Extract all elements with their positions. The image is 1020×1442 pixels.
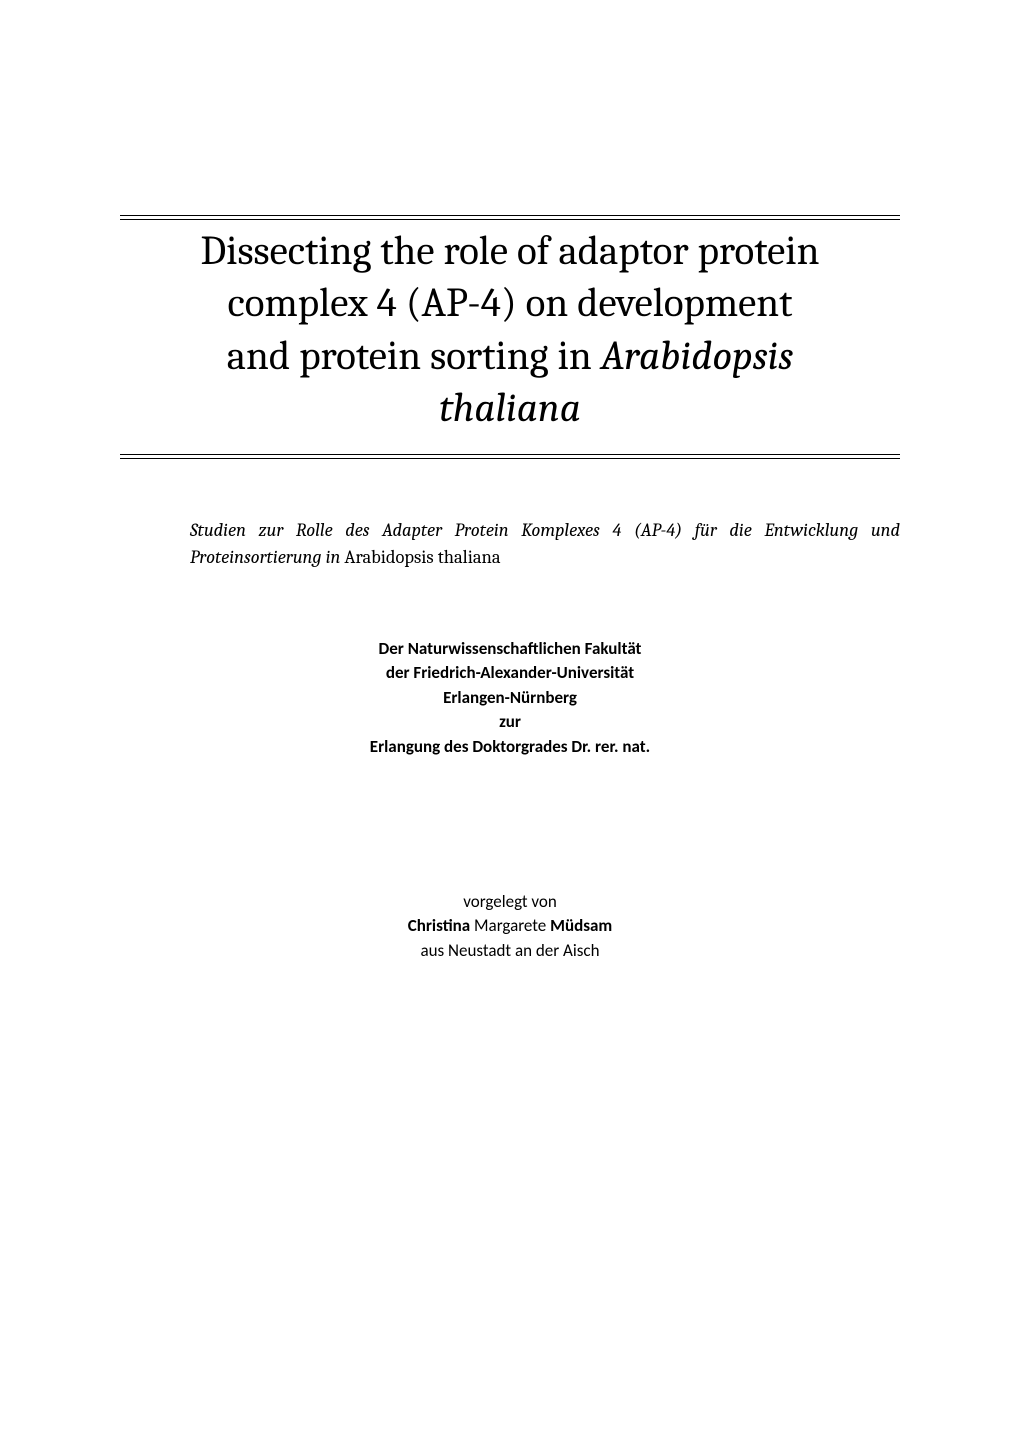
title-inner-rule: Dissecting the role of adaptor protein c… bbox=[120, 219, 900, 455]
title-line-3-roman: and protein sorting in bbox=[227, 333, 601, 380]
faculty-line-1: Der Naturwissenschaftlichen Fakultät bbox=[120, 637, 900, 662]
author-from: aus Neustadt an der Aisch bbox=[120, 939, 900, 964]
author-middle: Margarete bbox=[474, 915, 546, 936]
faculty-block: Der Naturwissenschaftlichen Fakultät der… bbox=[120, 637, 900, 760]
faculty-line-3: Erlangen-Nürnberg bbox=[120, 686, 900, 711]
author-block: vorgelegt von Christina Margarete Müdsam… bbox=[120, 890, 900, 964]
title-line-2: complex 4 (AP-4) on development bbox=[120, 278, 900, 330]
faculty-line-2: der Friedrich-Alexander-Universität bbox=[120, 661, 900, 686]
faculty-line-5: Erlangung des Doktorgrades Dr. rer. nat. bbox=[120, 735, 900, 760]
author-last: Müdsam bbox=[550, 915, 612, 936]
title-double-rule: Dissecting the role of adaptor protein c… bbox=[120, 215, 900, 459]
title-line-1: Dissecting the role of adaptor protein bbox=[120, 226, 900, 278]
presented-by: vorgelegt von bbox=[120, 890, 900, 915]
title-line-3: and protein sorting in Arabidopsis bbox=[120, 331, 900, 383]
german-subtitle: Studien zur Rolle des Adapter Protein Ko… bbox=[190, 517, 900, 571]
author-name: Christina Margarete Müdsam bbox=[120, 914, 900, 939]
title-line-3-italic: Arabidopsis bbox=[601, 333, 794, 380]
faculty-line-4: zur bbox=[120, 710, 900, 735]
title-line-4: thaliana bbox=[120, 383, 900, 435]
subtitle-species: Arabidopsis thaliana bbox=[344, 546, 500, 568]
author-first: Christina bbox=[408, 915, 470, 936]
subtitle-italic: Studien zur Rolle des Adapter Protein Ko… bbox=[190, 519, 900, 568]
